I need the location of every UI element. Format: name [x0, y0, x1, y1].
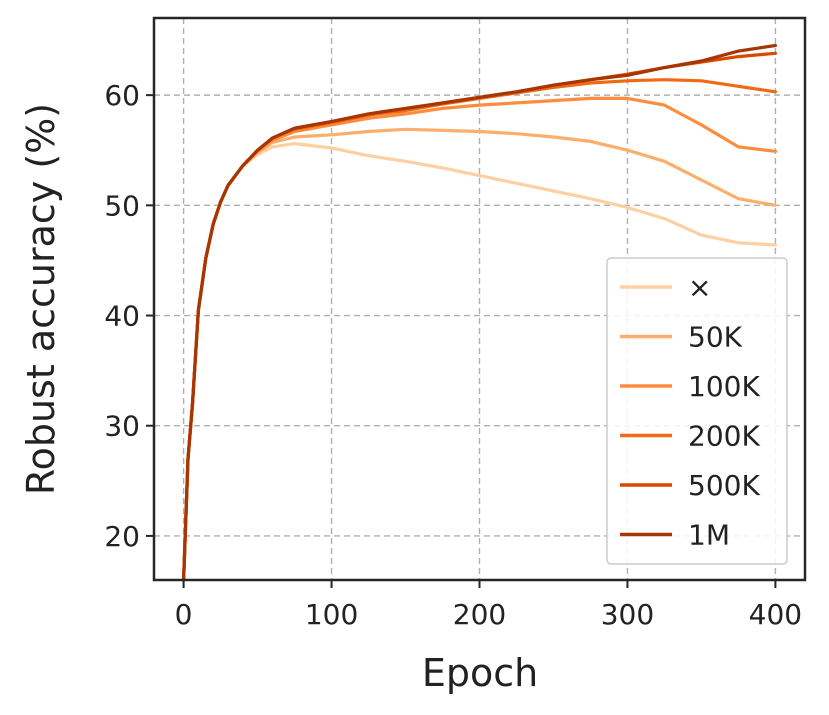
x-tick-label: 200 — [453, 598, 506, 631]
legend-label-0: × — [688, 271, 711, 304]
x-tick-label: 300 — [601, 598, 654, 631]
legend-label-2: 100K — [688, 370, 760, 403]
y-tick-label: 40 — [104, 300, 140, 333]
legend: × 50K 100K 200K 500K 1M — [606, 257, 788, 565]
legend-label-5: 1M — [688, 519, 730, 552]
x-tick-label: 100 — [305, 598, 358, 631]
y-tick-label: 60 — [104, 79, 140, 112]
x-tick-label: 0 — [175, 598, 193, 631]
y-tick-label: 20 — [104, 520, 140, 553]
legend-label-3: 200K — [688, 420, 760, 453]
series-lines — [182, 43, 778, 582]
y-axis-title: Robust accuracy (%) — [19, 103, 63, 495]
x-tick-label: 400 — [749, 598, 802, 631]
x-axis-title: Epoch — [422, 651, 538, 695]
y-tick-label: 50 — [104, 189, 140, 222]
legend-label-1: 50K — [688, 321, 743, 354]
series-line-5 — [182, 43, 778, 582]
axis-ticks: 0 100 200 300 400 20 30 40 50 60 — [104, 79, 802, 631]
legend-box — [606, 257, 788, 565]
legend-label-4: 500K — [688, 469, 760, 502]
y-tick-label: 30 — [104, 410, 140, 443]
